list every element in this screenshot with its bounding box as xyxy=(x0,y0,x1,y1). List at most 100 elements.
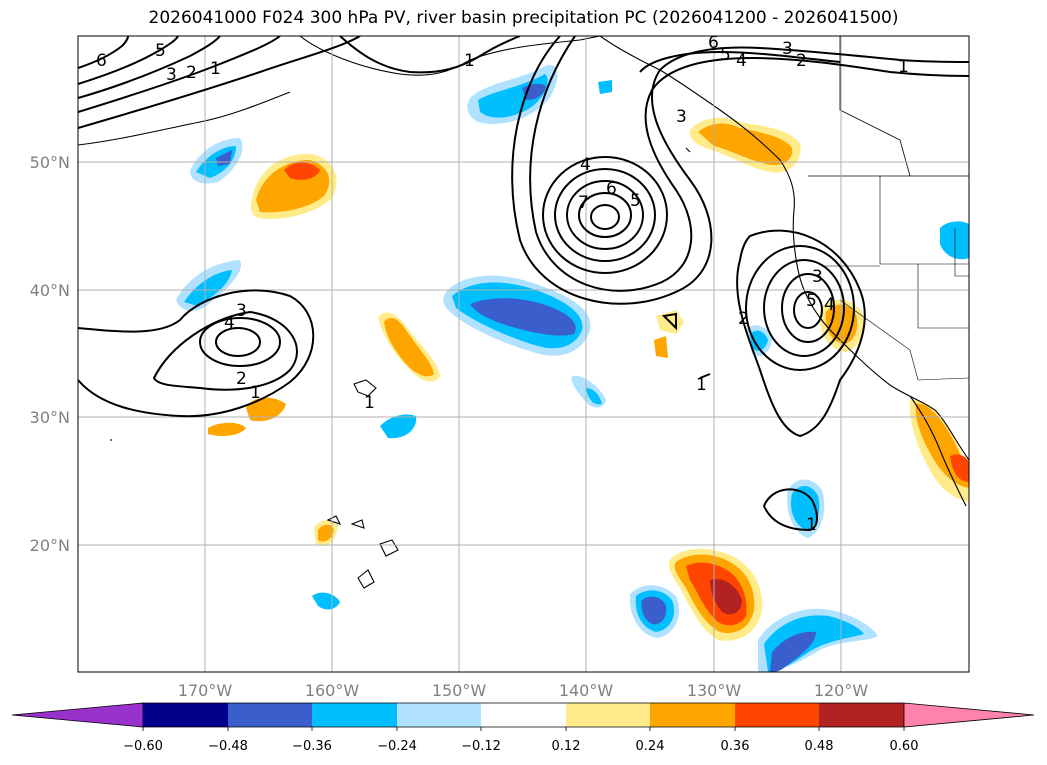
lon-label: 140°W xyxy=(559,681,614,700)
colorbar-outline xyxy=(143,702,904,728)
colorbar-extend-low xyxy=(11,702,144,728)
pv-contour xyxy=(578,192,632,238)
border xyxy=(917,264,969,329)
contour-label: 1 xyxy=(696,375,707,395)
anomaly-positive xyxy=(318,524,334,542)
colorbar-tick-label: 0.36 xyxy=(721,739,750,754)
anomaly-negative xyxy=(586,388,602,405)
colorbar-tick-label: −0.24 xyxy=(377,739,417,754)
pv-contour xyxy=(78,36,179,85)
pv-contour xyxy=(763,259,845,357)
contour-label: 5 xyxy=(630,191,641,211)
anomaly-positive xyxy=(246,397,286,422)
border xyxy=(839,299,969,381)
colorbar-tick-label: −0.36 xyxy=(292,739,332,754)
pv-contour xyxy=(78,36,281,113)
contour-label: 6 xyxy=(708,33,719,53)
pv-contours xyxy=(78,36,969,532)
anomaly-positive xyxy=(950,454,969,482)
contour-label: 1 xyxy=(250,383,261,403)
anomaly-positive xyxy=(384,317,434,377)
contour-label: 1 xyxy=(464,51,475,71)
anomaly-negative xyxy=(641,596,667,625)
lat-label: 20°N xyxy=(30,536,70,555)
pv-contour xyxy=(566,180,644,250)
pv-contour xyxy=(152,310,298,391)
colorbar-tick-label: 0.12 xyxy=(552,739,581,754)
anomaly-negative xyxy=(470,298,576,336)
anomaly-negative xyxy=(940,221,969,260)
anomaly-negative xyxy=(770,631,816,672)
coastline xyxy=(78,91,291,146)
colorbar-segment xyxy=(481,703,566,727)
contour-label: 1 xyxy=(210,59,221,79)
colorbar-tick-label: −0.60 xyxy=(123,739,163,754)
lat-label: 50°N xyxy=(30,153,70,172)
contour-label: 6 xyxy=(606,179,617,199)
colorbar-segment xyxy=(650,703,735,727)
island xyxy=(379,539,399,557)
contour-label: 4 xyxy=(736,51,747,71)
pv-contour xyxy=(511,36,969,305)
lon-label: 120°W xyxy=(814,681,869,700)
colorbar: −0.60 −0.48 −0.36 −0.24 −0.12 0.12 0.24 … xyxy=(11,702,1035,754)
coastlines xyxy=(78,36,969,589)
contour-label: 2 xyxy=(796,51,807,71)
colorbar-ticks xyxy=(142,727,905,731)
contour-label: 3 xyxy=(676,107,687,127)
colorbar-segment xyxy=(228,703,312,727)
contour-label: 1 xyxy=(364,393,375,413)
contour-label: 3 xyxy=(236,301,247,321)
anomaly-negative xyxy=(312,592,340,610)
contour-label: 4 xyxy=(824,295,835,315)
border xyxy=(879,176,969,265)
lat-label: 40°N xyxy=(30,281,70,300)
pv-contour xyxy=(529,36,969,292)
island xyxy=(350,519,365,529)
pv-contour xyxy=(339,36,521,74)
contour-label: 4 xyxy=(580,155,591,175)
anomaly-negative xyxy=(598,80,612,94)
colorbar-tick-label: 0.60 xyxy=(890,739,919,754)
lon-label: 150°W xyxy=(432,681,487,700)
coastline xyxy=(909,395,967,507)
contour-label: 3 xyxy=(166,65,177,85)
pv-contour xyxy=(215,327,261,357)
latitude-labels: 50°N 40°N 30°N 20°N xyxy=(30,153,70,555)
contour-label: 3 xyxy=(782,39,793,59)
colorbar-segment xyxy=(566,703,650,727)
pv-contour xyxy=(78,289,315,418)
map-title: 2026041000 F024 300 hPa PV, river basin … xyxy=(148,8,899,28)
anomaly-negative xyxy=(790,485,820,530)
colorbar-segment xyxy=(819,703,904,727)
island xyxy=(357,569,375,589)
contour-label: 3 xyxy=(812,267,823,287)
anomaly-negative xyxy=(184,270,232,306)
contour-label: 5 xyxy=(155,41,166,61)
contour-label: 2 xyxy=(738,309,749,329)
anomaly-positive xyxy=(208,422,246,436)
pv-contour xyxy=(590,204,620,230)
pv-contour xyxy=(745,245,855,371)
coastline xyxy=(599,36,969,461)
colorbar-extend-high xyxy=(903,702,1035,728)
anomaly-positive xyxy=(654,336,668,358)
pv-contour xyxy=(78,36,361,129)
anomaly-positive xyxy=(284,162,320,180)
anomaly-negative xyxy=(750,330,768,351)
border xyxy=(954,228,969,277)
pv-contour-labels: 6 5 3 2 1 1 6 5 4 3 2 1 4 6 7 5 3 4 2 1 … xyxy=(96,33,909,535)
contour-label: 2 xyxy=(186,63,197,83)
pv-contour xyxy=(781,273,835,343)
pv-contour xyxy=(736,229,866,438)
pv-contour xyxy=(699,373,711,379)
colorbar-segment xyxy=(312,703,397,727)
lon-label: 170°W xyxy=(178,681,233,700)
anomaly-negative xyxy=(380,414,417,439)
pv-contour xyxy=(639,50,841,73)
coastline xyxy=(299,36,601,76)
lat-label: 30°N xyxy=(30,408,70,427)
pv-contour xyxy=(199,317,281,367)
island xyxy=(353,379,377,397)
colorbar-tick-label: 0.24 xyxy=(636,739,665,754)
